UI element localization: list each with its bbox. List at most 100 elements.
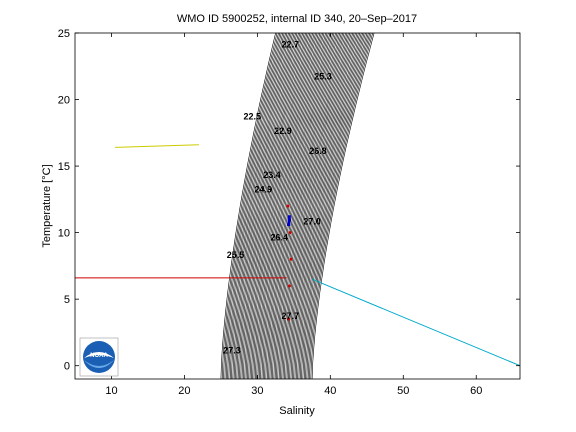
profile-point: [286, 204, 290, 208]
y-tick-label: 5: [64, 294, 70, 306]
series-layer: [75, 144, 520, 367]
x-tick-label: 50: [397, 385, 409, 397]
density-contours: [220, 33, 375, 379]
x-tick-label: 20: [178, 385, 190, 397]
density-isopleth: [310, 33, 373, 379]
noaa-logo-wave: [84, 360, 114, 368]
density-isopleth: [237, 33, 295, 379]
density-isopleth: [240, 33, 298, 379]
density-isopleth: [252, 33, 311, 379]
density-isopleth: [299, 33, 362, 379]
contour-label: 27.0: [303, 217, 321, 227]
density-isopleth: [274, 33, 335, 379]
contour-label: 25.3: [314, 72, 332, 82]
x-tick-label: 30: [251, 385, 263, 397]
density-isopleth: [289, 33, 351, 379]
axis-ticks: 10 20 30 40 50 60 0 5 10 15 20 25: [58, 28, 520, 397]
density-isopleth: [281, 33, 342, 379]
density-isopleth: [302, 33, 365, 379]
noaa-logo-text: NOAA: [90, 353, 108, 359]
density-isopleth: [243, 33, 301, 379]
density-isopleth: [269, 33, 329, 379]
density-isopleth: [257, 33, 316, 379]
density-isopleth: [285, 33, 346, 379]
density-isopleth: [232, 33, 289, 379]
density-isopleth: [286, 33, 348, 379]
density-isopleth: [305, 33, 368, 379]
series-line-1: [115, 144, 200, 148]
density-isopleth: [229, 33, 286, 379]
density-isopleth: [294, 33, 356, 379]
x-tick-label: 60: [470, 385, 482, 397]
density-isopleth: [248, 33, 306, 379]
density-isopleth: [264, 33, 323, 379]
density-isopleth: [241, 33, 299, 379]
y-tick-label: 0: [64, 361, 70, 373]
density-isopleth: [236, 33, 293, 379]
density-isopleth: [228, 33, 285, 379]
density-isopleth: [288, 33, 349, 379]
noaa-logo: NOAA: [79, 337, 119, 377]
density-isopleth: [290, 33, 352, 379]
density-isopleth: [249, 33, 308, 379]
contour-label: 27.7: [281, 311, 299, 321]
chart-title: WMO ID 5900252, internal ID 340, 20–Sep–…: [177, 13, 417, 25]
series-line-3: [311, 278, 520, 367]
noaa-logo-bird: [84, 352, 114, 358]
density-isopleth: [272, 33, 332, 379]
contour-label: 22.7: [281, 40, 299, 50]
profile-point: [289, 257, 293, 261]
density-isopleth: [277, 33, 338, 379]
x-axis-label: Salinity: [279, 405, 315, 417]
density-isopleth: [244, 33, 302, 379]
series-line-4: [287, 215, 291, 227]
density-isopleth: [251, 33, 309, 379]
contour-label: 26.4: [270, 233, 288, 243]
contour-label: 26.8: [309, 146, 327, 156]
density-isopleth: [307, 33, 371, 379]
density-isopleth: [227, 33, 284, 379]
density-isopleth: [276, 33, 336, 379]
density-isopleth: [295, 33, 358, 379]
density-isopleth: [301, 33, 363, 379]
density-isopleth: [225, 33, 282, 379]
contour-label: 27.3: [223, 346, 241, 356]
density-isopleth: [224, 33, 281, 379]
contour-labels: 22.7 25.3 22.5 22.9 26.8 23.4 24.9 27.0 26.4 25.5…: [223, 40, 332, 356]
density-isopleth: [220, 33, 276, 379]
y-tick-label: 25: [58, 28, 70, 40]
density-isopleth: [293, 33, 355, 379]
density-isopleth: [270, 33, 331, 379]
density-isopleth: [282, 33, 343, 379]
contour-label: 23.4: [263, 170, 281, 180]
y-tick-label: 20: [58, 95, 70, 107]
density-isopleth: [261, 33, 321, 379]
x-tick-label: 10: [105, 385, 117, 397]
profile-point: [288, 231, 292, 235]
density-isopleth: [221, 33, 278, 379]
density-isopleth: [284, 33, 345, 379]
profile-point: [287, 284, 291, 288]
density-isopleth: [247, 33, 305, 379]
y-tick-label: 15: [58, 161, 70, 173]
x-tick-label: 40: [324, 385, 336, 397]
density-isopleth: [233, 33, 291, 379]
density-isopleth: [260, 33, 319, 379]
density-isopleth: [303, 33, 366, 379]
density-isopleth: [306, 33, 369, 379]
y-tick-label: 10: [58, 228, 70, 240]
density-isopleth: [253, 33, 312, 379]
density-isopleth: [223, 33, 279, 379]
y-axis-label: Temperature [°C]: [41, 164, 53, 247]
density-isopleth: [262, 33, 322, 379]
density-isopleth: [255, 33, 313, 379]
density-isopleth: [245, 33, 303, 379]
density-isopleth: [265, 33, 325, 379]
density-isopleth: [280, 33, 341, 379]
contour-label: 25.5: [227, 250, 245, 260]
contour-label: 24.9: [254, 185, 272, 195]
density-isopleth: [297, 33, 359, 379]
contour-label: 22.5: [244, 112, 262, 122]
density-isopleth: [256, 33, 315, 379]
